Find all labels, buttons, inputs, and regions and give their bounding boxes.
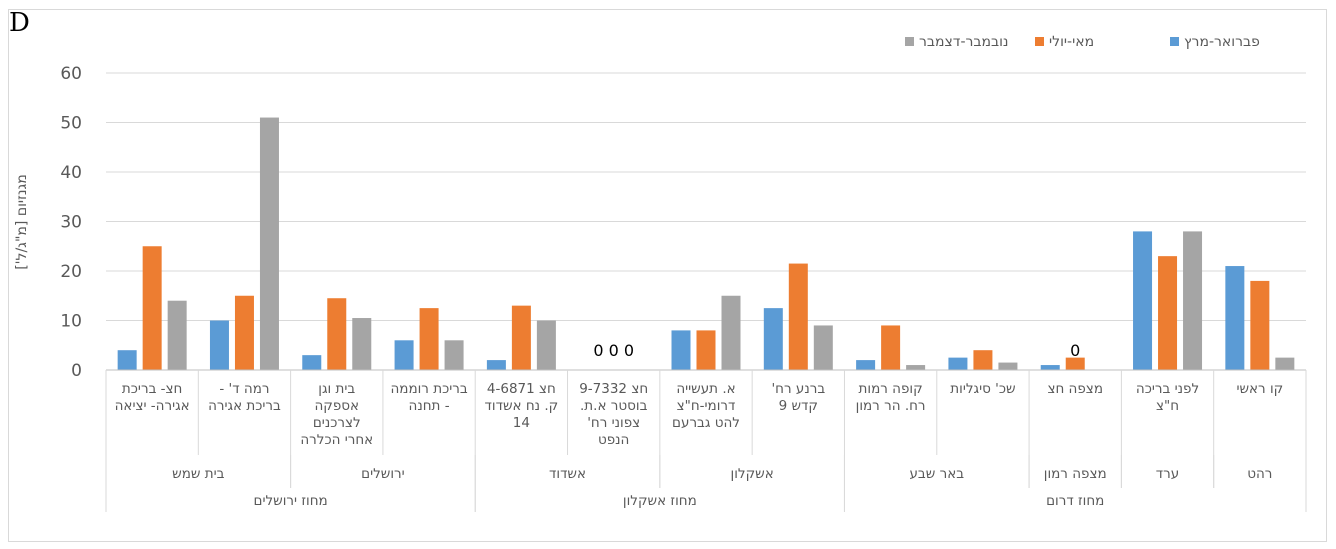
category-label: אחרי הכלרה bbox=[300, 432, 373, 448]
legend-label-2: נובמבר-דצמבר bbox=[919, 34, 1009, 50]
data-label-zero: 0 0 0 bbox=[593, 341, 634, 360]
category-label: קופה רמות bbox=[859, 381, 923, 397]
category-label: ברנע רח' bbox=[771, 381, 825, 397]
y-tick-label: 20 bbox=[60, 262, 82, 282]
bar-0-3 bbox=[948, 357, 968, 370]
bar-0-1 bbox=[1133, 231, 1153, 370]
category-label: לצרכנים bbox=[313, 415, 361, 431]
category-label: אגירה- יציאה bbox=[115, 398, 190, 414]
district-label: מחוז ירושלים bbox=[254, 493, 328, 509]
category-label: - תחנה bbox=[409, 398, 450, 414]
panel-label: D bbox=[9, 8, 30, 38]
bar-1-10 bbox=[327, 298, 347, 370]
y-tick-label: 30 bbox=[60, 213, 82, 233]
category-label: ק. נח אשדוד bbox=[485, 398, 559, 414]
y-tick-label: 50 bbox=[60, 114, 82, 134]
category-label: חצ 9-7332 bbox=[579, 381, 648, 397]
city-label: אשקלון bbox=[731, 466, 774, 482]
bar-1-6 bbox=[696, 330, 716, 370]
category-label: רח. הר רמון bbox=[856, 398, 926, 414]
bar-0-8 bbox=[486, 360, 506, 370]
bar-2-1 bbox=[1183, 231, 1203, 370]
bar-2-5 bbox=[813, 325, 833, 370]
bar-1-9 bbox=[419, 308, 439, 370]
bar-2-9 bbox=[444, 340, 464, 370]
category-label: דרומי-ח"צ bbox=[677, 398, 736, 414]
bar-1-8 bbox=[511, 305, 531, 370]
bar-1-2 bbox=[1065, 357, 1085, 370]
category-label: 14 bbox=[513, 415, 530, 431]
city-label: ערד bbox=[1156, 466, 1179, 482]
bar-2-4 bbox=[906, 365, 926, 370]
category-label: חצ 4-6871 bbox=[487, 381, 556, 397]
legend-swatch-1 bbox=[1035, 37, 1044, 46]
city-label: ירושלים bbox=[361, 466, 405, 482]
city-label: אשדוד bbox=[549, 466, 586, 482]
data-label-zero: 0 bbox=[1070, 341, 1080, 360]
bar-1-3 bbox=[973, 350, 993, 370]
legend-swatch-0 bbox=[1170, 37, 1179, 46]
city-label: רהט bbox=[1247, 466, 1272, 482]
y-tick-label: 10 bbox=[60, 312, 82, 332]
bar-0-12 bbox=[117, 350, 137, 370]
category-label: ח"צ bbox=[1156, 398, 1179, 414]
category-label: צפוני רח' bbox=[587, 415, 640, 431]
bar-0-4 bbox=[856, 360, 876, 370]
y-axis-label: מגנזיום [מ"ג/ל'] bbox=[14, 174, 30, 270]
chart-frame bbox=[8, 9, 1327, 542]
district-label: מחוז דרום bbox=[1046, 493, 1104, 509]
bar-0-10 bbox=[302, 355, 322, 370]
y-tick-label: 40 bbox=[60, 163, 82, 183]
bar-1-5 bbox=[788, 263, 808, 370]
city-label: בית שמש bbox=[172, 466, 224, 482]
bar-2-3 bbox=[998, 362, 1018, 370]
bar-2-8 bbox=[536, 320, 556, 370]
bar-0-9 bbox=[394, 340, 414, 370]
bar-0-2 bbox=[1040, 365, 1060, 370]
category-label: אספקה bbox=[314, 398, 359, 414]
category-label: חצ- בריכת bbox=[122, 381, 182, 397]
bar-0-5 bbox=[763, 308, 783, 370]
category-label: להט גברעם bbox=[672, 415, 740, 431]
bar-1-1 bbox=[1158, 256, 1178, 370]
category-label: קדש 9 bbox=[779, 398, 818, 414]
category-label: בוסטר א.ת. bbox=[580, 398, 648, 414]
bar-2-10 bbox=[352, 318, 372, 370]
bar-2-0 bbox=[1275, 357, 1295, 370]
legend-label-0: פברואר-מרץ bbox=[1184, 34, 1260, 50]
city-label: מצפה רמון bbox=[1044, 466, 1107, 482]
category-label: הנפט bbox=[598, 432, 629, 448]
category-label: בריכת אגירה bbox=[208, 398, 281, 414]
bar-1-11 bbox=[234, 295, 254, 370]
bar-2-6 bbox=[721, 295, 741, 370]
category-label: רמה ד' - bbox=[219, 381, 269, 397]
y-tick-label: 60 bbox=[60, 64, 82, 84]
y-tick-label: 0 bbox=[71, 361, 82, 381]
bar-1-0 bbox=[1250, 280, 1270, 370]
bar-0-11 bbox=[209, 320, 229, 370]
bar-1-4 bbox=[881, 325, 901, 370]
category-label: בריכת רוממה bbox=[390, 381, 467, 397]
category-label: שכ' סיגליות bbox=[950, 381, 1015, 397]
legend-swatch-2 bbox=[905, 37, 914, 46]
bar-1-12 bbox=[142, 246, 162, 370]
legend-label-1: מאי-יולי bbox=[1049, 34, 1094, 50]
category-label: א. תעשייה bbox=[676, 381, 735, 397]
bar-0-6 bbox=[671, 330, 691, 370]
district-label: מחוז אשקלון bbox=[623, 493, 697, 509]
category-label: מצפה חצ bbox=[1047, 381, 1103, 397]
city-label: באר שבע bbox=[909, 466, 964, 482]
bar-0-0 bbox=[1225, 266, 1245, 370]
category-label: קו ראשי bbox=[1236, 381, 1283, 397]
category-label: לפני בריכה bbox=[1136, 381, 1199, 397]
category-label: בית וגן bbox=[318, 381, 355, 397]
bar-2-11 bbox=[259, 117, 279, 370]
bar-2-12 bbox=[167, 300, 187, 370]
